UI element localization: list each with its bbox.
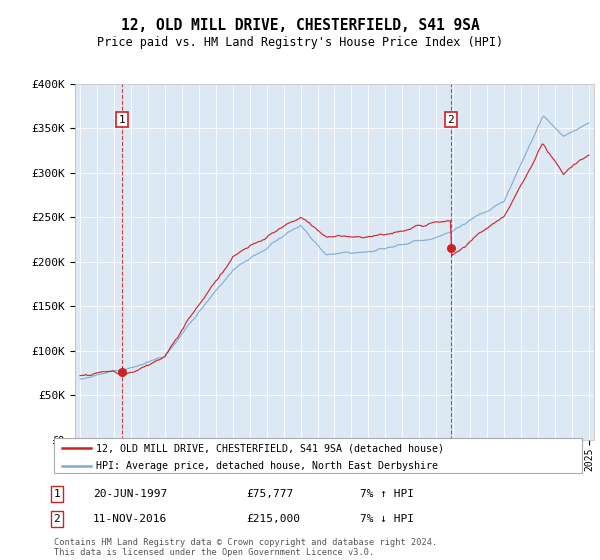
Text: 7% ↑ HPI: 7% ↑ HPI: [360, 489, 414, 499]
Text: 11-NOV-2016: 11-NOV-2016: [93, 514, 167, 524]
FancyBboxPatch shape: [54, 438, 582, 473]
Text: 1: 1: [53, 489, 61, 499]
Text: HPI: Average price, detached house, North East Derbyshire: HPI: Average price, detached house, Nort…: [96, 460, 438, 470]
Text: Price paid vs. HM Land Registry's House Price Index (HPI): Price paid vs. HM Land Registry's House …: [97, 36, 503, 49]
Text: Contains HM Land Registry data © Crown copyright and database right 2024.
This d: Contains HM Land Registry data © Crown c…: [54, 538, 437, 557]
Text: 2: 2: [53, 514, 61, 524]
Text: £215,000: £215,000: [246, 514, 300, 524]
Text: 7% ↓ HPI: 7% ↓ HPI: [360, 514, 414, 524]
Text: 12, OLD MILL DRIVE, CHESTERFIELD, S41 9SA: 12, OLD MILL DRIVE, CHESTERFIELD, S41 9S…: [121, 18, 479, 33]
Text: 12, OLD MILL DRIVE, CHESTERFIELD, S41 9SA (detached house): 12, OLD MILL DRIVE, CHESTERFIELD, S41 9S…: [96, 443, 444, 453]
Text: 1: 1: [119, 115, 125, 124]
Text: 20-JUN-1997: 20-JUN-1997: [93, 489, 167, 499]
Text: 2: 2: [448, 115, 454, 124]
Text: £75,777: £75,777: [246, 489, 293, 499]
